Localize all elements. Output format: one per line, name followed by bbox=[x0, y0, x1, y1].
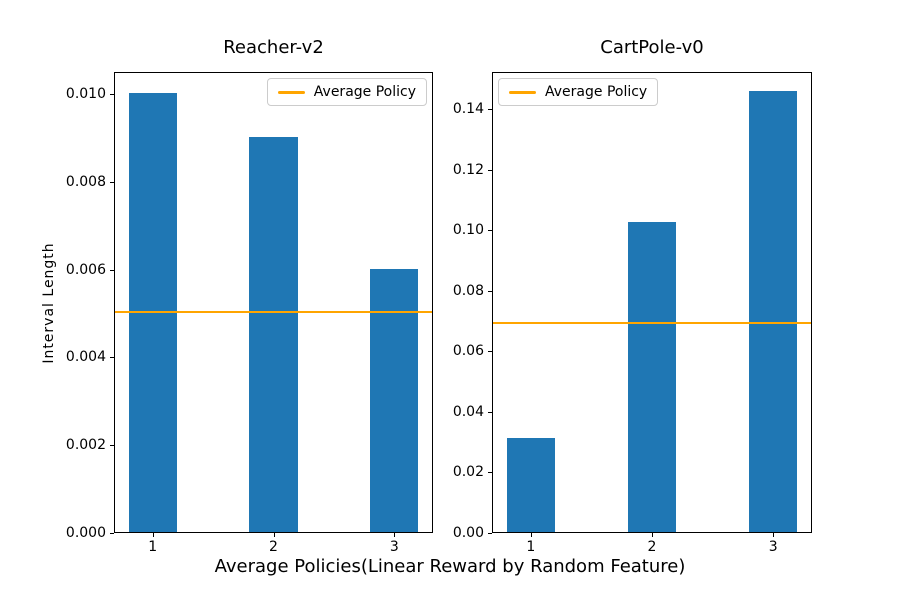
reacher-plot-area: Average Policy bbox=[114, 72, 433, 533]
bar-2 bbox=[249, 136, 298, 532]
average-policy-line-icon bbox=[509, 90, 536, 94]
y-tick-label: 0.008 bbox=[65, 173, 106, 190]
legend-label: Average Policy bbox=[545, 84, 648, 100]
y-tick-label: 0.14 bbox=[452, 100, 484, 117]
y-tick-label: 0.002 bbox=[65, 437, 106, 454]
chart-title-cartpole: CartPole-v0 bbox=[600, 37, 704, 58]
y-tick-label: 0.00 bbox=[452, 525, 484, 541]
bar-2 bbox=[627, 221, 677, 532]
x-tick-mark bbox=[152, 533, 154, 537]
y-tick-label: 0.10 bbox=[452, 222, 484, 239]
y-tick-mark bbox=[110, 269, 114, 271]
y-tick-mark bbox=[110, 357, 114, 359]
y-tick-mark bbox=[488, 108, 492, 110]
x-tick-label: 1 bbox=[526, 539, 536, 555]
bar-3 bbox=[370, 268, 419, 532]
y-tick-mark bbox=[488, 290, 492, 292]
y-tick-mark bbox=[488, 472, 492, 474]
x-tick-label: 1 bbox=[148, 539, 158, 555]
chart-title-reacher: Reacher-v2 bbox=[223, 37, 324, 58]
y-tick-mark bbox=[110, 93, 114, 95]
x-tick-label: 3 bbox=[389, 539, 399, 555]
bar-1 bbox=[506, 438, 556, 532]
y-tick-label: 0.010 bbox=[65, 85, 106, 102]
legend-cartpole: Average Policy bbox=[498, 78, 659, 106]
y-tick-label: 0.02 bbox=[452, 464, 484, 481]
average-policy-line-icon bbox=[277, 90, 305, 94]
y-tick-mark bbox=[110, 445, 114, 447]
y-tick-mark bbox=[488, 351, 492, 353]
y-tick-label: 0.12 bbox=[452, 161, 484, 178]
cartpole-plot-area: Average Policy bbox=[492, 72, 812, 533]
x-tick-mark bbox=[773, 533, 775, 537]
legend-label: Average Policy bbox=[313, 84, 416, 100]
average-policy-line bbox=[115, 311, 432, 314]
x-tick-label: 2 bbox=[647, 539, 657, 555]
y-tick-label: 0.000 bbox=[65, 525, 106, 541]
y-tick-mark bbox=[488, 411, 492, 413]
y-tick-mark bbox=[110, 181, 114, 183]
y-tick-mark bbox=[488, 533, 492, 534]
y-tick-mark bbox=[488, 169, 492, 171]
x-tick-mark bbox=[394, 533, 396, 537]
y-tick-mark bbox=[488, 230, 492, 232]
y-tick-label: 0.08 bbox=[452, 282, 484, 299]
y-axis-label: Interval Length bbox=[41, 242, 57, 364]
bar-3 bbox=[748, 91, 798, 532]
y-tick-label: 0.04 bbox=[452, 403, 484, 420]
x-tick-label: 3 bbox=[768, 539, 778, 555]
x-tick-mark bbox=[530, 533, 532, 537]
x-tick-mark bbox=[273, 533, 275, 537]
x-axis-label: Average Policies(Linear Reward by Random… bbox=[214, 556, 686, 577]
y-tick-label: 0.004 bbox=[65, 349, 106, 366]
legend-reacher: Average Policy bbox=[266, 78, 427, 106]
x-tick-label: 2 bbox=[269, 539, 278, 555]
y-tick-label: 0.06 bbox=[452, 343, 484, 360]
y-tick-label: 0.006 bbox=[65, 261, 106, 278]
y-tick-mark bbox=[110, 533, 114, 534]
average-policy-line bbox=[493, 322, 811, 325]
x-tick-mark bbox=[652, 533, 653, 537]
